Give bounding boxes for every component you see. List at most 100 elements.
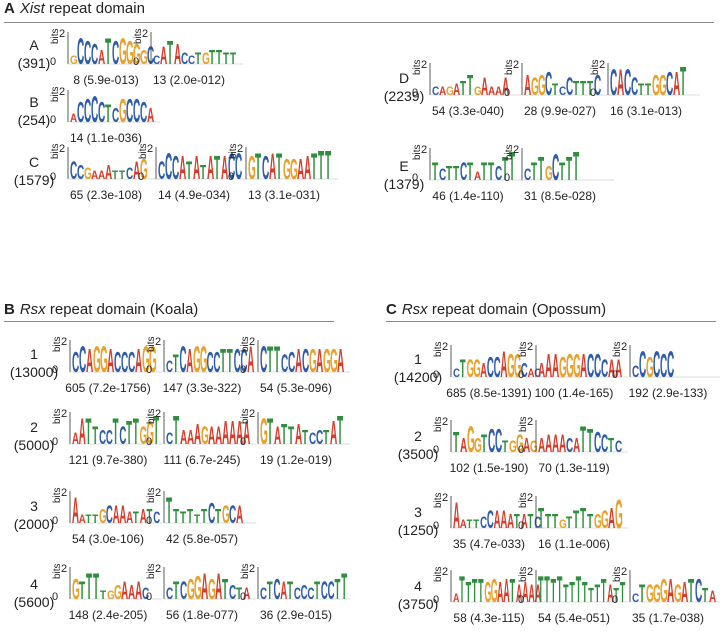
panel-b-divider xyxy=(4,321,334,322)
row-name: 3 xyxy=(30,498,38,514)
logo-letter: T xyxy=(580,503,586,535)
logo-letter: T xyxy=(133,508,139,526)
logo-letter: A xyxy=(105,161,112,184)
logo-letter: C xyxy=(666,67,673,104)
y-axis-min: 0 xyxy=(138,171,145,183)
logo-letter: G xyxy=(514,349,522,386)
logo-letter: A xyxy=(709,588,716,606)
logo-letter: G xyxy=(194,571,202,608)
logo-letter: T xyxy=(645,81,652,99)
logo-letter: C xyxy=(112,36,119,73)
logo-letter: A xyxy=(552,349,559,386)
y-axis-max: 2 xyxy=(421,144,428,156)
logo-letter: C xyxy=(631,73,638,101)
logo-letter: T xyxy=(502,438,509,456)
y-axis-max: 2 xyxy=(249,336,256,348)
logo-letter: G xyxy=(530,438,538,456)
logo-letter: C xyxy=(566,434,573,457)
logo-letter: A xyxy=(280,577,287,605)
logo-letter: A xyxy=(573,434,580,457)
y-axis-max: 2 xyxy=(249,563,256,575)
logo-letter: A xyxy=(243,585,250,603)
logo-letter: T xyxy=(582,576,587,608)
motif-caption: 54 (3.0e-106) xyxy=(71,532,145,546)
sequence-logo: bits 2 0 C C G A A A T T C A G 65 (2.3e-108) xyxy=(50,143,162,202)
logo-letter: C xyxy=(552,146,559,188)
logo-letter: A xyxy=(86,344,93,381)
y-axis-max: 2 xyxy=(59,28,66,40)
logo-letter: G xyxy=(659,70,667,102)
logo-letter: T xyxy=(510,573,516,610)
logo-letter: C xyxy=(77,161,84,184)
logo-letter: T xyxy=(267,410,273,452)
sequence-logo: bits 2 0 G T T T T G G A A A C 148 (2.4e-205) xyxy=(52,563,164,622)
logo-letter: T xyxy=(230,50,237,68)
logo-letter: T xyxy=(302,426,308,449)
logo-letter: G xyxy=(491,573,498,610)
logo-letter: C xyxy=(524,166,531,184)
logo-letter: A xyxy=(179,151,186,188)
logo-letter: A xyxy=(274,422,281,450)
y-axis-min: 0 xyxy=(50,56,57,68)
logo-letter: C xyxy=(521,359,528,382)
y-axis-min: 0 xyxy=(518,594,525,606)
logo-letter: A xyxy=(295,344,302,381)
y-axis-max: 2 xyxy=(599,59,606,71)
logo-letter: C xyxy=(229,501,236,529)
y-axis-max: 2 xyxy=(442,492,449,504)
logo-letter: C xyxy=(133,94,140,131)
logo-letter: T xyxy=(472,573,478,610)
sequence-logo: bits 2 0 T C T T C T A T T C T T 46 (1.4e-110) xyxy=(412,144,524,203)
row-count: (5000) xyxy=(13,437,55,453)
logo-letter: T xyxy=(531,158,537,186)
row-label: 4 (5600) xyxy=(6,575,62,611)
logo-letter: T xyxy=(236,585,243,603)
logo-letter: A xyxy=(545,349,552,386)
logo-letter: C xyxy=(112,104,119,127)
logo-letter: C xyxy=(99,426,106,449)
logo-letter: T xyxy=(460,355,466,383)
logo-letter: G xyxy=(283,154,291,186)
logo-letter: T xyxy=(105,30,111,72)
logo-letter: C xyxy=(188,54,195,67)
logo-letter: C xyxy=(566,73,573,101)
y-axis-max: 2 xyxy=(527,566,534,578)
logo-letter: A xyxy=(297,154,304,186)
logo-letter: T xyxy=(216,46,222,69)
logo-letter: T xyxy=(639,580,645,608)
logo-letter: G xyxy=(660,574,668,611)
logo-letter: A xyxy=(72,490,79,531)
logo-letter: A xyxy=(194,419,201,451)
motif-caption: 147 (3.3e-322) xyxy=(162,381,242,395)
logo-letter: A xyxy=(107,344,114,381)
logo-letter: A xyxy=(160,42,167,70)
logo-letter: T xyxy=(552,81,559,99)
motif-caption: 14 (1.1e-036) xyxy=(69,131,143,145)
logo-letter: T xyxy=(566,152,572,189)
y-axis-min: 0 xyxy=(518,369,525,381)
logo-letter: G xyxy=(538,70,546,102)
sequence-logo: bits 2 0 C T A A A G A A A A A A 111 (6.7e-245) xyxy=(146,408,258,467)
logo-letter: A xyxy=(330,416,337,453)
logo-letter: A xyxy=(528,579,534,607)
logo-letter: T xyxy=(587,510,593,533)
logo-letter: T xyxy=(334,574,340,606)
logo-letter: A xyxy=(607,579,613,607)
logo-letter: T xyxy=(563,579,569,607)
logo-letter: G xyxy=(146,416,154,453)
row-name: 4 xyxy=(30,576,38,592)
row-name: 4 xyxy=(414,578,422,594)
logo-letter: G xyxy=(646,580,654,608)
logo-letter: C xyxy=(594,70,601,102)
logo-letter: C xyxy=(494,352,501,384)
logo-letter: T xyxy=(467,70,473,102)
logo-letter: C xyxy=(432,85,439,98)
logo-letter: A xyxy=(523,434,530,457)
motif-caption: 46 (1.4e-110) xyxy=(432,189,504,203)
sequence-logo: bits 2 0 A A T T C C A A A T A T C 35 (4.7e-033) xyxy=(433,492,545,551)
